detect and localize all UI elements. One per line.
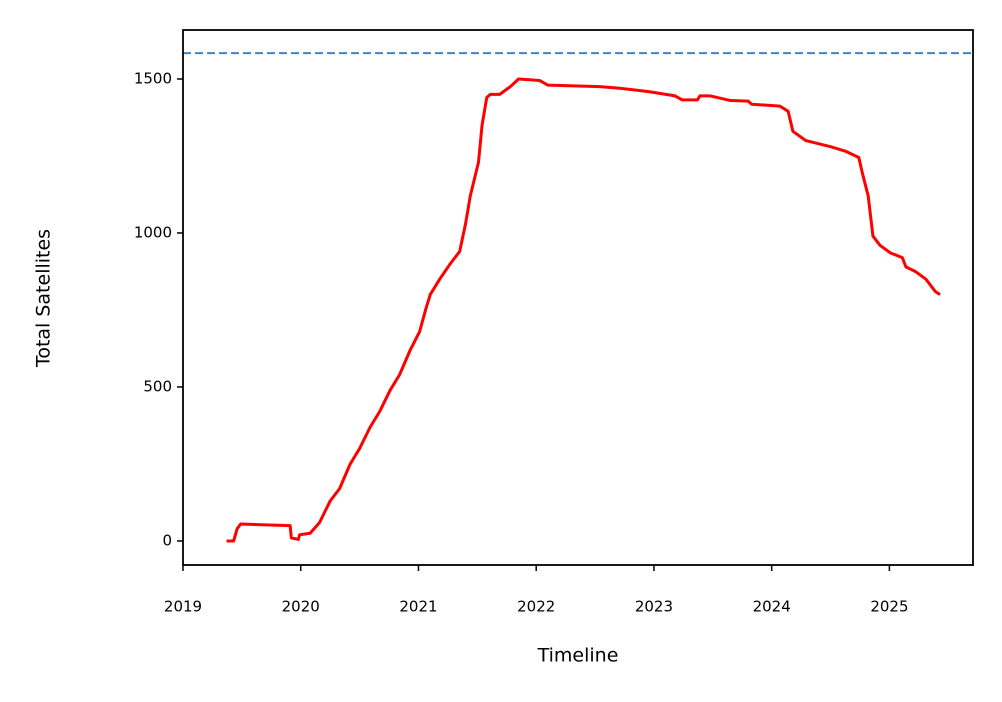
y-tick-label: 1000: [134, 223, 172, 241]
x-tick-label: 2019: [164, 598, 202, 616]
plot-frame: [182, 29, 974, 566]
x-tick-label: 2025: [870, 598, 908, 616]
y-tick-label: 1500: [134, 69, 172, 87]
x-tick-label: 2020: [282, 598, 320, 616]
x-tick-label: 2024: [753, 598, 791, 616]
y-axis-label: Total Satellites: [33, 229, 55, 368]
x-tick-label: 2021: [399, 598, 437, 616]
x-tick-label: 2022: [517, 598, 555, 616]
y-tick-label: 500: [143, 377, 172, 395]
x-axis-label: Timeline: [537, 645, 619, 667]
data-line: [226, 77, 941, 543]
x-tick-label: 2023: [635, 598, 673, 616]
y-tick-label: 0: [162, 531, 172, 549]
